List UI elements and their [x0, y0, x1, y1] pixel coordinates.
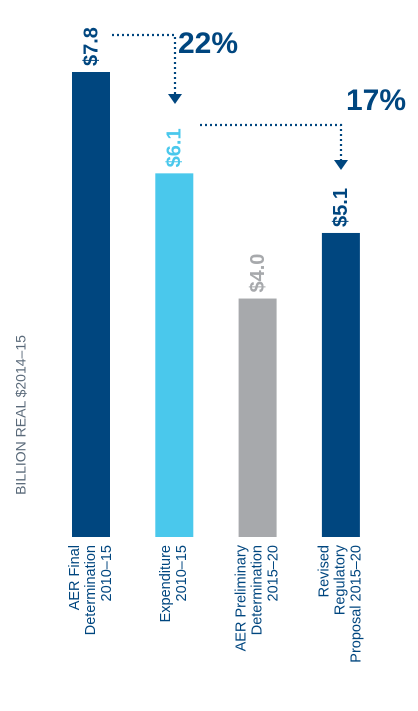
category-label: Expenditure	[158, 545, 174, 622]
category-label: Determination	[249, 545, 265, 635]
value-label: $6.1	[164, 128, 186, 167]
category-label: Regulatory	[333, 544, 349, 615]
category-label: AER Preliminary	[233, 544, 249, 651]
category-label: Proposal 2015–20	[349, 545, 365, 663]
bar	[321, 232, 360, 537]
category-label: 2015–20	[265, 545, 281, 601]
axis-label: BILLION REAL $2014–15	[13, 335, 29, 495]
bar	[155, 173, 194, 537]
category-label: Determination	[83, 545, 99, 635]
category-label: 2010–15	[174, 545, 190, 601]
value-label: $4.0	[247, 254, 269, 293]
category-label: 2010–15	[99, 545, 115, 601]
annotation: 17%	[346, 84, 406, 117]
category-label: Revised	[317, 545, 333, 597]
bar	[238, 298, 277, 537]
value-label: $5.1	[330, 188, 352, 227]
arrowhead	[168, 94, 182, 104]
value-label: $7.8	[80, 27, 102, 66]
arrow-2	[200, 123, 343, 162]
arrow-1	[112, 33, 177, 96]
arrowhead	[334, 160, 348, 170]
category-label: AER Final	[67, 545, 83, 610]
bar	[72, 72, 110, 537]
annotation: 22%	[178, 27, 238, 60]
